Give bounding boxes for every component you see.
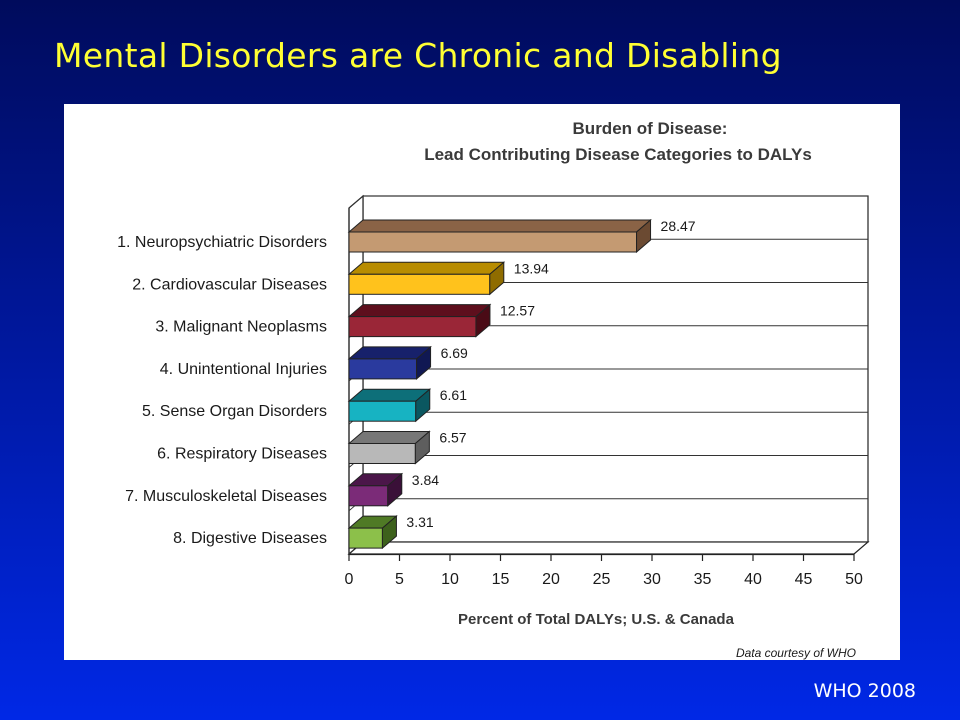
bar-side-face	[387, 472, 403, 507]
x-tick-label: 50	[845, 571, 863, 588]
category-label: 6. Respiratory Diseases	[157, 446, 327, 463]
category-label: 8. Digestive Diseases	[173, 530, 327, 547]
bar-side-face	[636, 218, 652, 254]
x-tick-label: 45	[795, 571, 813, 588]
category-label: 7. Musculoskeletal Diseases	[125, 488, 327, 505]
category-label: 2. Cardiovascular Diseases	[132, 276, 327, 293]
x-tick-label: 35	[694, 571, 712, 588]
value-label: 6.69	[441, 345, 468, 361]
x-tick-label: 10	[441, 571, 459, 588]
bar-front-face	[348, 273, 491, 295]
bar-side-face	[381, 515, 397, 550]
bar	[347, 218, 652, 254]
bar	[347, 388, 432, 423]
category-label: 3. Malignant Neoplasms	[155, 319, 327, 336]
source-citation: WHO 2008	[813, 680, 916, 702]
chart-panel: Burden of Disease: Lead Contributing Dis…	[64, 104, 900, 660]
value-labels: 28.47 13.94 12.57 6.69 6.61 6.57 3.84 3.31	[406, 218, 695, 530]
bar-side-face	[475, 303, 491, 338]
bar	[347, 261, 506, 296]
gridline	[348, 195, 868, 209]
x-axis-ticks: 0 5 10 15 20 25 30 35 40 45 50	[345, 554, 863, 588]
bar-top-face	[347, 304, 492, 318]
bar-top-face	[347, 261, 506, 275]
category-labels: 1. Neuropsychiatric Disorders 2. Cardiova…	[117, 234, 327, 547]
value-label: 3.84	[412, 472, 439, 488]
bar	[347, 515, 398, 550]
category-label: 5. Sense Organ Disorders	[142, 403, 327, 420]
value-label: 6.61	[440, 387, 467, 403]
bar-front-face	[348, 485, 389, 507]
value-label: 6.57	[439, 430, 466, 446]
value-label: 28.47	[661, 218, 696, 234]
floor	[347, 541, 870, 555]
slide-title: Mental Disorders are Chronic and Disabli…	[54, 36, 782, 75]
x-tick-label: 25	[593, 571, 611, 588]
bar	[347, 472, 404, 507]
value-label: 12.57	[500, 303, 535, 319]
value-label: 3.31	[406, 514, 433, 530]
x-tick-label: 20	[542, 571, 560, 588]
bar-front-face	[348, 358, 418, 380]
bar-front-face	[348, 527, 383, 549]
x-tick-label: 0	[345, 571, 354, 588]
bar-front-face	[348, 400, 417, 422]
bar-front-face	[348, 443, 416, 464]
bar	[347, 303, 492, 338]
x-tick-label: 40	[744, 571, 762, 588]
bar	[347, 345, 432, 380]
x-tick-label: 5	[395, 571, 404, 588]
value-label: 13.94	[514, 260, 549, 276]
category-label: 4. Unintentional Injuries	[160, 361, 327, 378]
x-tick-label: 15	[492, 571, 510, 588]
bar-side-face	[489, 261, 505, 296]
category-label: 1. Neuropsychiatric Disorders	[117, 234, 327, 251]
x-axis-label: Percent of Total DALYs; U.S. & Canada	[458, 611, 735, 628]
bar-chart: Burden of Disease: Lead Contributing Dis…	[117, 119, 870, 660]
bar-side-face	[415, 388, 431, 423]
bar-front-face	[348, 316, 477, 338]
bar-side-face	[414, 430, 430, 465]
bar-front-face	[348, 231, 638, 253]
chart-title-line1: Burden of Disease:	[573, 119, 728, 138]
data-credit: Data courtesy of WHO	[736, 646, 856, 660]
bar	[347, 430, 431, 465]
bar-top-face	[347, 219, 652, 233]
chart-title-line2: Lead Contributing Disease Categories to …	[424, 145, 812, 164]
bar-side-face	[416, 345, 432, 380]
x-tick-label: 30	[643, 571, 661, 588]
bars	[347, 218, 652, 550]
